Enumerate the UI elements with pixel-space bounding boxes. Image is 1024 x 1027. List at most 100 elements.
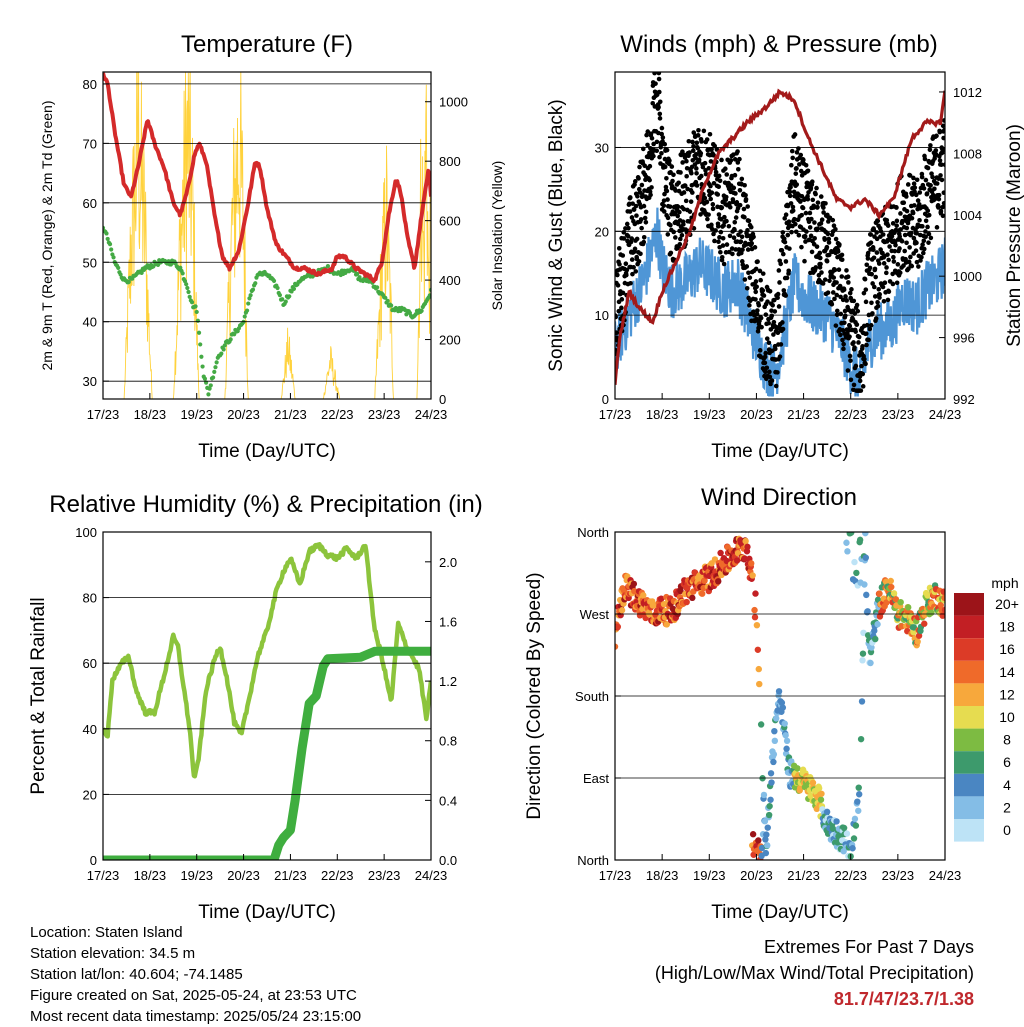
direction-point: [862, 532, 869, 537]
gust-point: [720, 235, 726, 241]
direction-point: [888, 583, 895, 591]
gust-point: [827, 278, 832, 284]
dewpoint-point: [207, 386, 212, 391]
gust-point: [734, 200, 740, 205]
gust-point: [702, 195, 708, 201]
gust-point: [673, 188, 678, 193]
gust-point: [788, 201, 794, 206]
gust-point: [936, 205, 941, 210]
x-tick-label: 24/23: [929, 868, 962, 883]
dewpoint-point: [118, 272, 123, 277]
gust-point: [868, 322, 874, 328]
gust-point: [736, 232, 741, 238]
legend-swatch: [954, 728, 984, 752]
y2-tick-label: 600: [439, 214, 461, 229]
gust-point: [911, 181, 917, 187]
direction-point: [928, 609, 935, 616]
gust-point: [894, 223, 899, 228]
gust-point: [803, 210, 809, 216]
gust-point: [814, 244, 820, 249]
gust-point: [870, 281, 875, 286]
y-axis-label: 2m & 9m T (Red, Orange) & 2m Td (Green): [39, 101, 55, 371]
gust-point: [654, 148, 660, 154]
y-tick-label: 30: [595, 140, 609, 155]
gust-point: [904, 208, 910, 214]
gust-point: [826, 240, 832, 245]
gust-point: [649, 135, 655, 141]
gust-point: [653, 81, 658, 86]
dewpoint-series: [103, 225, 431, 397]
gust-point: [719, 205, 725, 210]
direction-point: [815, 785, 823, 792]
y-tick-label: 20: [83, 787, 97, 802]
gust-point: [728, 158, 734, 163]
gust-point: [789, 148, 795, 154]
gust-point: [939, 150, 945, 156]
gust-point: [711, 180, 717, 186]
gust-point: [874, 250, 880, 255]
gust-point: [793, 229, 799, 235]
gust-point: [842, 308, 848, 314]
gust-point: [894, 205, 899, 210]
solar-line: [103, 72, 431, 399]
gust-point: [934, 181, 940, 186]
gust-point: [763, 369, 768, 375]
direction-point: [851, 815, 859, 823]
gust-point: [930, 174, 935, 180]
gust-point: [832, 267, 838, 273]
x-tick-label: 19/23: [693, 407, 726, 422]
gust-point: [775, 370, 780, 375]
gust-point: [617, 262, 622, 267]
gust-point: [844, 268, 849, 273]
direction-point: [699, 590, 706, 597]
legend-label: 4: [1003, 777, 1011, 793]
direction-point: [761, 818, 769, 825]
gust-point: [780, 320, 785, 325]
gust-point: [704, 137, 710, 142]
x-tick-label: 19/23: [693, 868, 726, 883]
x-tick-label: 23/23: [368, 868, 401, 883]
x-tick-label: 18/23: [134, 868, 167, 883]
direction-point: [941, 606, 945, 614]
gust-point: [787, 189, 793, 195]
dewpoint-point: [383, 295, 388, 300]
dewpoint-point: [195, 318, 200, 323]
dewpoint-point: [212, 369, 217, 374]
gust-point: [755, 259, 760, 264]
gust-point: [656, 76, 662, 82]
gust-point: [926, 212, 932, 218]
gust-point: [694, 140, 700, 146]
y-tick-label: North: [577, 853, 609, 868]
direction-point: [914, 638, 921, 645]
gust-point: [709, 190, 715, 196]
gust-point: [818, 221, 824, 226]
y2-axis-label: Solar Insolation (Yellow): [489, 161, 505, 311]
gust-point: [941, 118, 945, 123]
gust-point: [921, 186, 927, 191]
gust-point: [864, 322, 870, 328]
direction-point: [859, 657, 866, 664]
dewpoint-point: [109, 247, 114, 252]
gust-point: [851, 298, 857, 304]
gust-point: [662, 141, 668, 147]
gust-point: [732, 219, 738, 225]
direction-point: [844, 548, 851, 555]
figure-created: Figure created on Sat, 2025-05-24, at 23…: [30, 987, 357, 1004]
gust-point: [775, 295, 780, 301]
direction-point: [771, 727, 778, 735]
gust-point: [731, 235, 737, 241]
gust-point: [656, 104, 661, 110]
gust-point: [782, 239, 788, 245]
gust-point: [911, 235, 917, 241]
direction-point: [807, 792, 814, 800]
dewpoint-point: [253, 281, 258, 286]
panel-3: 0 20 40 60 80 100 0.0 0.4 0.8 1.2 1.6 2.0 17/23 18/23…: [28, 491, 483, 923]
x-tick-label: 22/23: [321, 868, 354, 883]
gust-point: [849, 287, 854, 292]
direction-point: [773, 715, 780, 722]
gust-point: [798, 168, 804, 174]
plot-area: [615, 72, 945, 397]
gust-point: [677, 209, 682, 215]
gust-point: [741, 206, 747, 212]
gust-point: [802, 233, 808, 239]
